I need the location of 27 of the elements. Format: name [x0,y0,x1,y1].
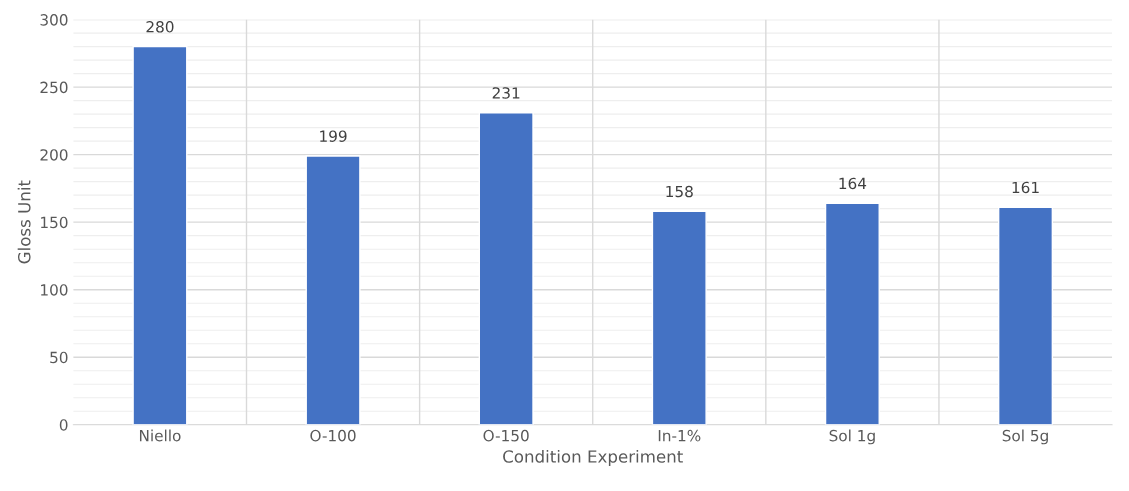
x-tick-label: O-100 [310,429,356,442]
x-tick-label: Sol 5g [1002,429,1048,445]
bar [997,206,1054,425]
y-axis-title: Gloss Unit [17,180,31,264]
data-label: 280 [146,21,174,33]
bar [651,210,707,425]
bar [824,202,880,425]
y-tick-label: 0 [59,419,68,431]
x-tick-label: O-150 [483,429,529,442]
y-tick-label: 150 [41,216,68,229]
data-label: 158 [666,185,693,198]
x-tick-label: Niello [139,429,181,442]
bar [305,155,361,425]
data-label: 231 [492,87,520,99]
data-label: 164 [839,177,867,190]
bar [478,112,534,425]
y-tick-label: 300 [40,14,68,26]
y-tick-label: 100 [41,284,68,296]
data-label: 161 [1012,181,1039,194]
x-tick-label: Sol 1g [829,429,875,445]
bar [132,45,188,425]
data-label: 199 [320,130,347,142]
y-tick-label: 50 [50,351,68,364]
y-tick-label: 250 [40,81,68,94]
y-tick-label: 200 [40,149,68,161]
x-tick-label: In-1% [658,429,701,442]
x-axis-title: Condition Experiment [503,449,683,467]
